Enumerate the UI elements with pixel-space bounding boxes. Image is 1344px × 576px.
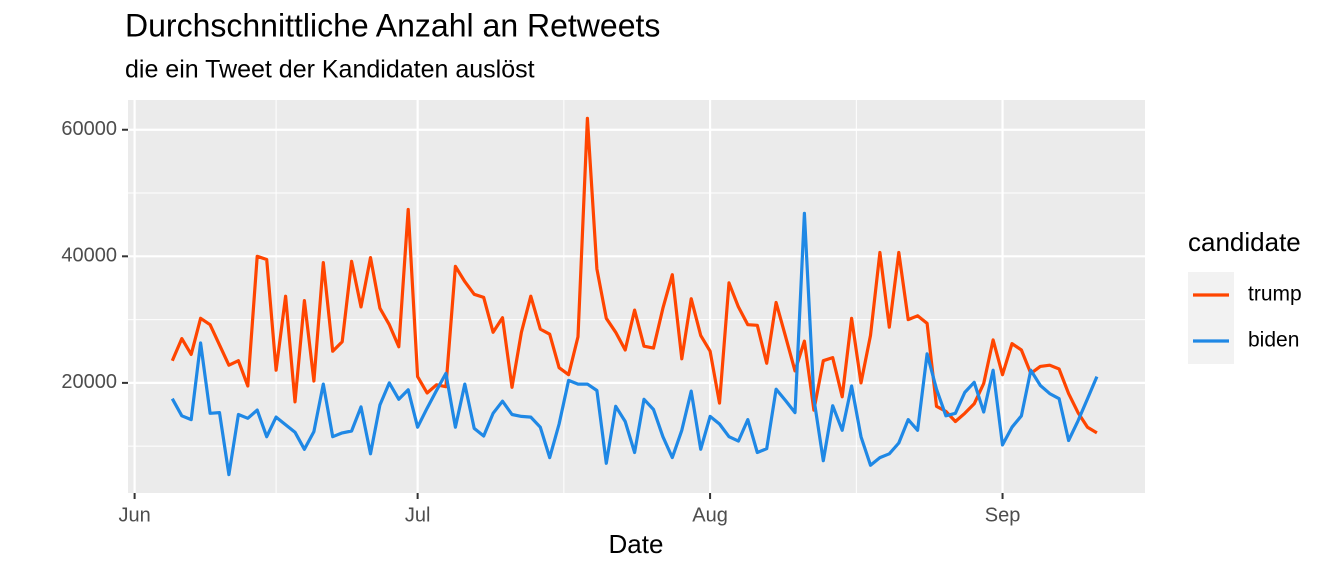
y-tick-label: 60000 — [61, 118, 117, 140]
legend-label: biden — [1248, 329, 1299, 352]
x-tick-label: Jul — [405, 504, 431, 526]
x-axis-title: Date — [609, 529, 664, 559]
panel — [128, 100, 1145, 493]
x-tick-label: Jun — [118, 504, 150, 526]
x-tick-label: Aug — [692, 504, 728, 526]
y-tick-label: 20000 — [61, 371, 117, 393]
legend-label: trump — [1248, 283, 1302, 306]
y-tick-label: 40000 — [61, 245, 117, 267]
series-line — [170, 211, 1099, 477]
legend-title: candidate — [1188, 227, 1301, 257]
chart-subtitle: die ein Tweet der Kandidaten auslöst — [125, 56, 535, 84]
chart-title: Durchschnittliche Anzahl an Retweets — [125, 7, 660, 43]
x-tick-label: Sep — [985, 504, 1021, 526]
